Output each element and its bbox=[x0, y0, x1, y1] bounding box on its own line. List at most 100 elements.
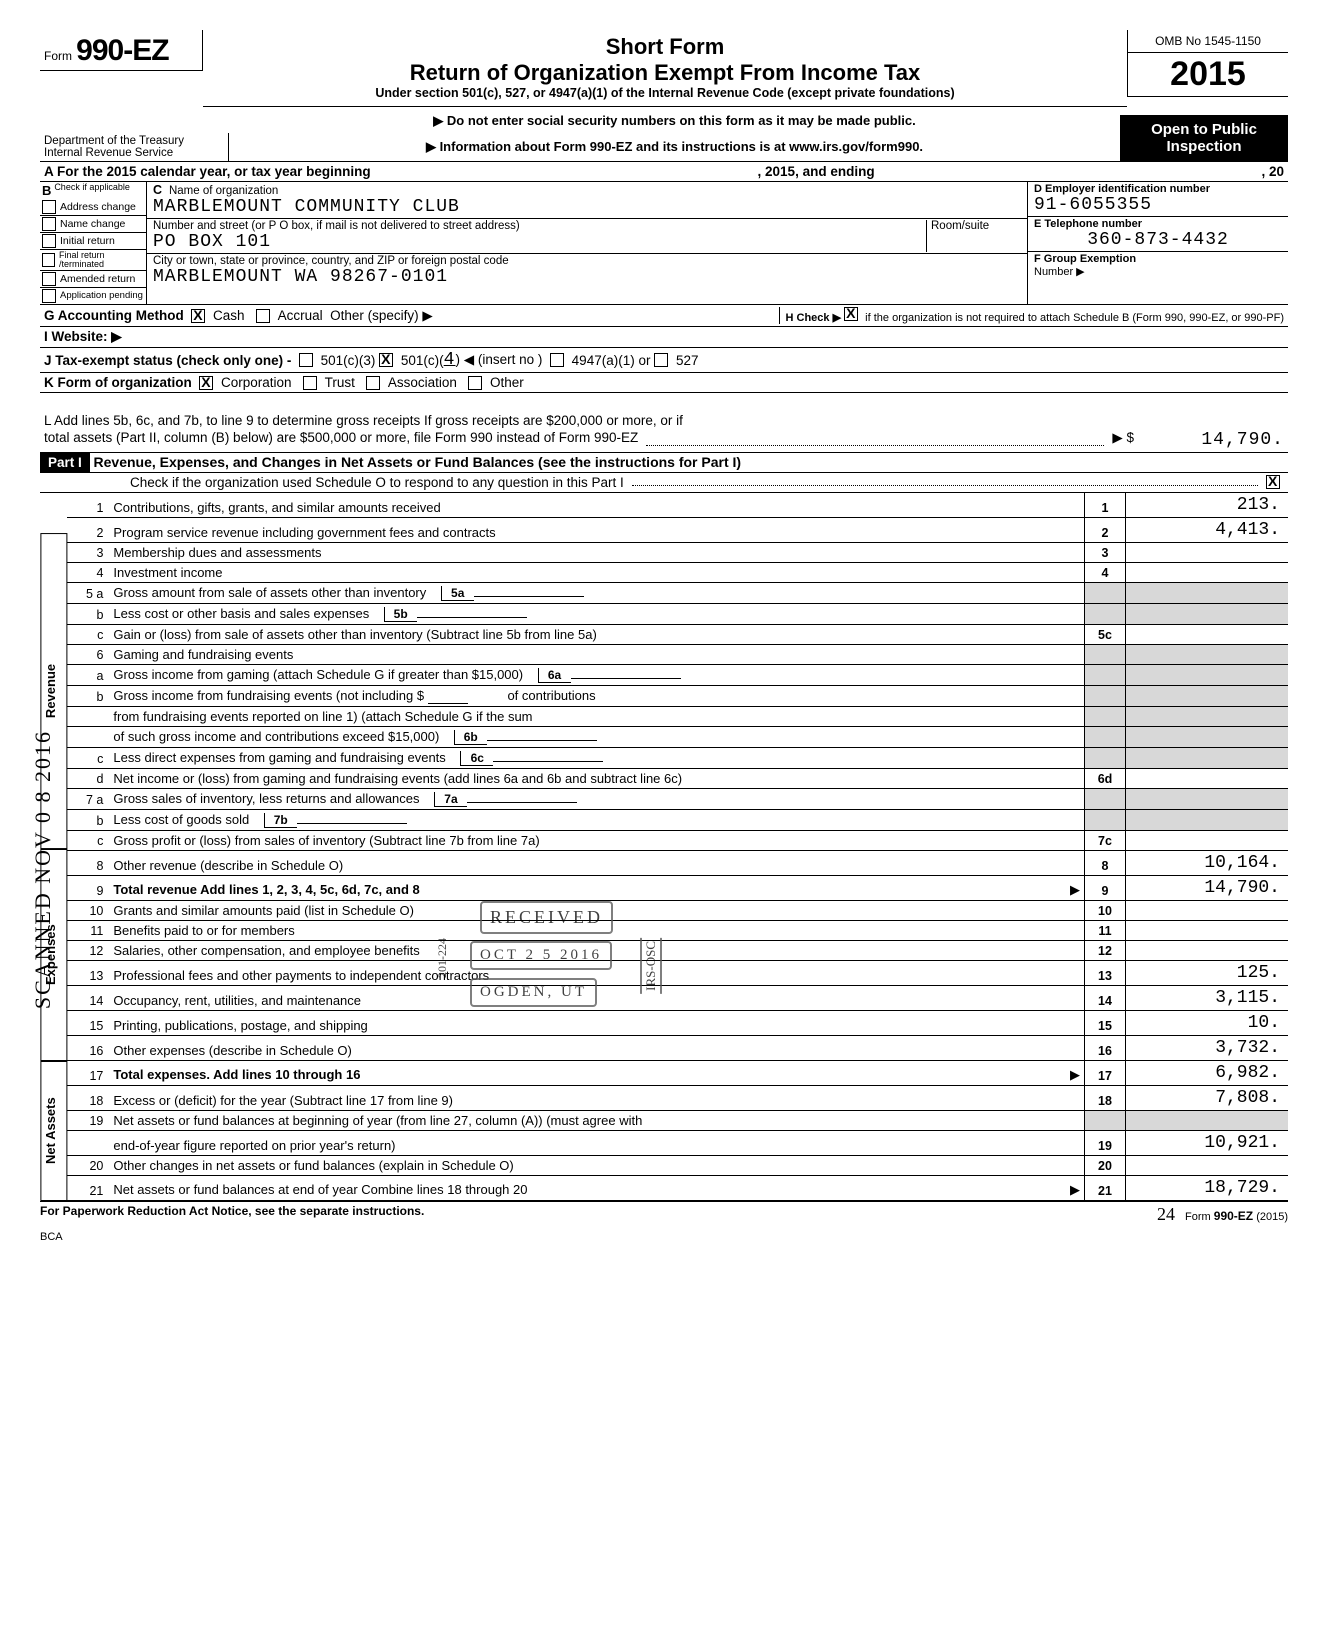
line-number bbox=[67, 707, 109, 727]
line-number: 15 bbox=[67, 1011, 109, 1036]
table-row: 21Net assets or fund balances at end of … bbox=[67, 1176, 1288, 1201]
j1: 501(c)(3) bbox=[321, 353, 376, 368]
d-label: D Employer identification number bbox=[1034, 183, 1282, 195]
line-box bbox=[1085, 665, 1126, 686]
form-header-row: Form 990-EZ Short Form Return of Organiz… bbox=[40, 30, 1288, 107]
line-text: Printing, publications, postage, and shi… bbox=[109, 1011, 1084, 1036]
table-row: 20Other changes in net assets or fund ba… bbox=[67, 1156, 1288, 1176]
line-amount: 14,790. bbox=[1126, 876, 1289, 901]
checkbox-icon[interactable] bbox=[42, 253, 55, 267]
table-row: 10Grants and similar amounts paid (list … bbox=[67, 901, 1288, 921]
chk-address[interactable]: Address change bbox=[40, 199, 146, 216]
table-row: 17Total expenses. Add lines 10 through 1… bbox=[67, 1061, 1288, 1086]
line-box bbox=[1085, 686, 1126, 707]
chk-501c[interactable] bbox=[379, 353, 393, 367]
instructions-box: ▶ Do not enter social security numbers o… bbox=[229, 107, 1120, 161]
line-box: 1 bbox=[1085, 493, 1126, 518]
line-box bbox=[1085, 810, 1126, 831]
chk-trust[interactable] bbox=[303, 376, 317, 390]
line-amount bbox=[1126, 941, 1289, 961]
part1-header: Part I Revenue, Expenses, and Changes in… bbox=[40, 453, 1288, 473]
chk-accrual[interactable] bbox=[256, 309, 270, 323]
pra-notice: For Paperwork Reduction Act Notice, see … bbox=[40, 1204, 424, 1225]
pub-line1: Open to Public bbox=[1124, 121, 1284, 138]
main-table-wrap: Revenue Expenses Net Assets 1Contributio… bbox=[40, 493, 1288, 1201]
chk-schedule-o[interactable] bbox=[1266, 475, 1280, 489]
right-info-col: D Employer identification number 91-6055… bbox=[1027, 182, 1288, 304]
checkbox-icon[interactable] bbox=[42, 234, 56, 248]
form-title: Return of Organization Exempt From Incom… bbox=[213, 60, 1117, 86]
line-number: a bbox=[67, 665, 109, 686]
b-label: Check if applicable bbox=[54, 183, 130, 198]
checkbox-icon[interactable] bbox=[42, 289, 56, 303]
chk-501c3[interactable] bbox=[299, 353, 313, 367]
line-number: 19 bbox=[67, 1111, 109, 1131]
chk-h[interactable] bbox=[844, 307, 858, 321]
line-number: 12 bbox=[67, 941, 109, 961]
k-label: K Form of organization bbox=[44, 375, 192, 390]
chk-other[interactable] bbox=[468, 376, 482, 390]
chk-amended[interactable]: Amended return bbox=[40, 271, 146, 288]
line-box: 16 bbox=[1085, 1036, 1126, 1061]
table-row: 7 aGross sales of inventory, less return… bbox=[67, 789, 1288, 810]
header-block: B Check if applicable Address change Nam… bbox=[40, 182, 1288, 305]
line-l2: total assets (Part II, column (B) below)… bbox=[44, 430, 638, 450]
line-text: Investment income bbox=[109, 563, 1084, 583]
f-number: Number ▶ bbox=[1034, 265, 1282, 278]
line-a-text: A For the 2015 calendar year, or tax yea… bbox=[44, 164, 371, 179]
side-netassets: Net Assets bbox=[40, 1061, 67, 1201]
j2: 501(c)( bbox=[401, 353, 444, 368]
chk-name[interactable]: Name change bbox=[40, 216, 146, 233]
line-text: Total expenses. Add lines 10 through 16 … bbox=[109, 1061, 1084, 1086]
line-text: Net income or (loss) from gaming and fun… bbox=[109, 769, 1084, 789]
line-number: 6 bbox=[67, 645, 109, 665]
line-text: Other changes in net assets or fund bala… bbox=[109, 1156, 1084, 1176]
chk-4947[interactable] bbox=[550, 353, 564, 367]
checkbox-icon[interactable] bbox=[42, 272, 56, 286]
line-text: from fundraising events reported on line… bbox=[109, 707, 1084, 727]
org-city: MARBLEMOUNT WA 98267-0101 bbox=[153, 267, 1021, 287]
line-amount: 10. bbox=[1126, 1011, 1289, 1036]
table-row: 15Printing, publications, postage, and s… bbox=[67, 1011, 1288, 1036]
line-box: 7c bbox=[1085, 831, 1126, 851]
j5: 527 bbox=[676, 353, 699, 368]
table-row: cLess direct expenses from gaming and fu… bbox=[67, 748, 1288, 769]
city-label: City or town, state or province, country… bbox=[153, 255, 1021, 267]
section-b-checks: B Check if applicable Address change Nam… bbox=[40, 182, 147, 304]
line-amount bbox=[1126, 563, 1289, 583]
line-box: 14 bbox=[1085, 986, 1126, 1011]
omb-number: OMB No 1545-1150 bbox=[1128, 30, 1288, 53]
checkbox-icon[interactable] bbox=[42, 217, 56, 231]
line-amount: 10,921. bbox=[1126, 1131, 1289, 1156]
line-number: 3 bbox=[67, 543, 109, 563]
line-box: 18 bbox=[1085, 1086, 1126, 1111]
line-l1: L Add lines 5b, 6c, and 7b, to line 9 to… bbox=[40, 393, 1288, 430]
line-box: 2 bbox=[1085, 518, 1126, 543]
chk-pending[interactable]: Application pending bbox=[40, 288, 146, 304]
chk-cash[interactable] bbox=[191, 309, 205, 323]
line-text: Other expenses (describe in Schedule O) bbox=[109, 1036, 1084, 1061]
chk-initial[interactable]: Initial return bbox=[40, 233, 146, 250]
table-row: bGross income from fundraising events (n… bbox=[67, 686, 1288, 707]
table-row: from fundraising events reported on line… bbox=[67, 707, 1288, 727]
line-amount: 213. bbox=[1126, 493, 1289, 518]
short-form-label: Short Form bbox=[213, 34, 1117, 60]
chk-corp[interactable] bbox=[199, 376, 213, 390]
table-row: 8Other revenue (describe in Schedule O)8… bbox=[67, 851, 1288, 876]
table-row: 14Occupancy, rent, utilities, and mainte… bbox=[67, 986, 1288, 1011]
checkbox-icon[interactable] bbox=[42, 200, 56, 214]
line-amount: 18,729. bbox=[1126, 1176, 1289, 1201]
chk-assoc[interactable] bbox=[366, 376, 380, 390]
line-amount: 3,732. bbox=[1126, 1036, 1289, 1061]
line-box: 21 bbox=[1085, 1176, 1126, 1201]
chk-final[interactable]: Final return /terminated bbox=[40, 250, 146, 271]
line-box bbox=[1085, 748, 1126, 769]
line-number: c bbox=[67, 748, 109, 769]
f-label: F Group Exemption bbox=[1034, 253, 1282, 265]
line-amount bbox=[1126, 748, 1289, 769]
line-amount: 125. bbox=[1126, 961, 1289, 986]
table-row: end-of-year figure reported on prior yea… bbox=[67, 1131, 1288, 1156]
line-box: 12 bbox=[1085, 941, 1126, 961]
line-number bbox=[67, 727, 109, 748]
chk-527[interactable] bbox=[654, 353, 668, 367]
